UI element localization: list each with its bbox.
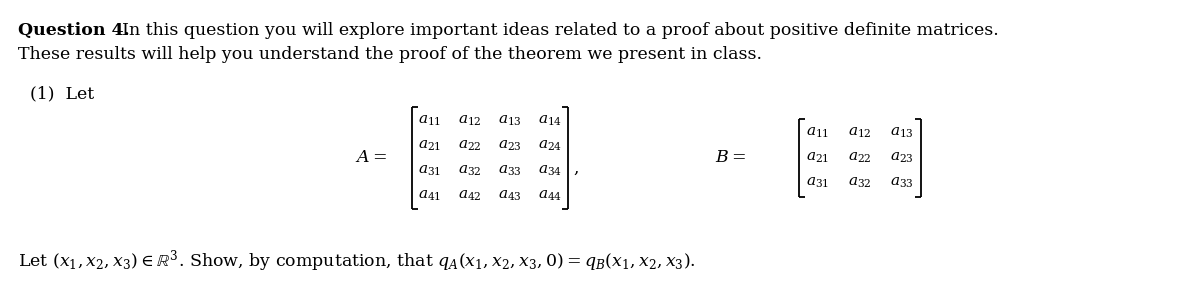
Text: $a_{11}$: $a_{11}$: [419, 113, 442, 128]
Text: $a_{33}$: $a_{33}$: [498, 163, 522, 178]
Text: $a_{41}$: $a_{41}$: [419, 188, 442, 203]
Text: $a_{31}$: $a_{31}$: [806, 176, 829, 190]
Text: $a_{22}$: $a_{22}$: [458, 138, 482, 153]
Text: $a_{31}$: $a_{31}$: [419, 163, 442, 178]
Text: $a_{21}$: $a_{21}$: [419, 138, 442, 153]
Text: $a_{32}$: $a_{32}$: [848, 176, 872, 190]
Text: $a_{23}$: $a_{23}$: [890, 151, 914, 165]
Text: $a_{12}$: $a_{12}$: [458, 113, 482, 128]
Text: $a_{14}$: $a_{14}$: [538, 113, 562, 128]
Text: $a_{44}$: $a_{44}$: [538, 188, 562, 203]
Text: $a_{33}$: $a_{33}$: [890, 176, 914, 190]
Text: $a_{12}$: $a_{12}$: [848, 126, 872, 140]
Text: In this question you will explore important ideas related to a proof about posit: In this question you will explore import…: [122, 22, 998, 39]
Text: Question 4.: Question 4.: [18, 22, 130, 39]
Text: $a_{23}$: $a_{23}$: [498, 138, 522, 153]
Text: $a_{42}$: $a_{42}$: [458, 188, 482, 203]
Text: $a_{21}$: $a_{21}$: [806, 151, 829, 165]
Text: $a_{43}$: $a_{43}$: [498, 188, 522, 203]
Text: $B =$: $B =$: [715, 150, 746, 166]
Text: These results will help you understand the proof of the theorem we present in cl: These results will help you understand t…: [18, 46, 762, 63]
Text: $A =$: $A =$: [355, 150, 386, 166]
Text: $a_{11}$: $a_{11}$: [806, 126, 829, 140]
Text: $a_{22}$: $a_{22}$: [848, 151, 872, 165]
Text: $a_{13}$: $a_{13}$: [498, 113, 522, 128]
Text: ,: ,: [574, 159, 578, 177]
Text: $a_{32}$: $a_{32}$: [458, 163, 482, 178]
Text: Let $(x_1, x_2, x_3) \in \mathbb{R}^3$. Show, by computation, that $q_A(x_1, x_2: Let $(x_1, x_2, x_3) \in \mathbb{R}^3$. …: [18, 248, 696, 274]
Text: $a_{13}$: $a_{13}$: [890, 126, 914, 140]
Text: (1)  Let: (1) Let: [30, 85, 94, 102]
Text: $a_{34}$: $a_{34}$: [538, 163, 562, 178]
Text: $a_{24}$: $a_{24}$: [538, 138, 562, 153]
